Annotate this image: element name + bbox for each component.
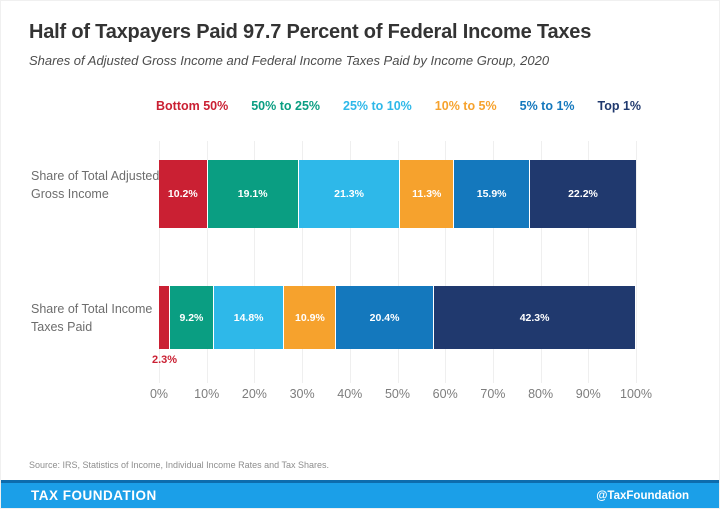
chart-legend: Bottom 50% 50% to 25% 25% to 10% 10% to 5% 5… [156, 99, 641, 113]
bar-segment: 21.3% [298, 160, 401, 228]
gridline [397, 141, 399, 383]
segment-value-label: 19.1% [237, 188, 268, 200]
gridline [540, 141, 542, 383]
gridline [636, 141, 637, 383]
bar-segment: 10.2% [159, 160, 208, 228]
brand-name: TAX FOUNDATION [31, 488, 157, 503]
chart-gridlines [159, 141, 637, 383]
x-axis-tick-label: 0% [149, 387, 169, 401]
segment-value-label: 20.4% [369, 311, 400, 324]
x-axis-tick-label: 30% [289, 387, 315, 401]
gridline [492, 141, 494, 383]
x-axis-tick-label: 40% [337, 387, 363, 401]
gridline [206, 141, 208, 383]
x-axis-tick-label: 50% [384, 387, 411, 401]
bar-row-label-agi: Share of Total Adjusted Gross Income [31, 169, 160, 201]
bar-row-taxes: 2.3% 9.2% 14.8% 10.9% 20.4% 42.3% [152, 286, 636, 366]
bar-segment: 20.4% [336, 286, 434, 349]
segment-value-label: 21.3% [334, 188, 364, 200]
twitter-handle: @TaxFoundation [596, 489, 689, 502]
gridline [302, 141, 304, 383]
bar-segment: 19.1% [207, 160, 299, 228]
segment-value-label: 42.3% [519, 311, 550, 324]
legend-item: 10% to 5% [434, 99, 497, 113]
segment-value-label: 11.3% [412, 188, 442, 200]
bar-segment: 15.9% [454, 160, 531, 228]
x-axis-tick-label: 80% [528, 387, 554, 401]
segment-value-label: 15.9% [476, 188, 507, 200]
footer-bar: TAX FOUNDATION @TaxFoundation [1, 480, 719, 508]
gridline [159, 141, 160, 383]
segment-value-label: 9.2% [179, 311, 204, 324]
gridline [349, 141, 351, 383]
x-axis-tick-label: 100% [620, 387, 652, 401]
legend-item: Bottom 50% [156, 99, 229, 113]
segment-value-label: 2.3% [151, 354, 178, 366]
bar-segment: 14.8% [213, 286, 285, 349]
page-title: Half of Taxpayers Paid 97.7 Percent of F… [29, 21, 592, 43]
x-axis-tick-label: 20% [241, 387, 267, 401]
x-axis-tick-label: 10% [194, 387, 220, 401]
gridline [588, 141, 590, 383]
segment-value-label: 10.2% [167, 188, 198, 200]
segment-value-label: 22.2% [568, 188, 598, 200]
page-subtitle: Shares of Adjusted Gross Income and Fede… [29, 53, 550, 68]
bar-segment: 22.2% [530, 160, 636, 228]
gridline [445, 141, 447, 383]
legend-item: Top 1% [597, 99, 642, 113]
segment-value-label: 10.9% [295, 311, 325, 324]
x-axis-tick-label: 60% [432, 387, 458, 401]
segment-value-label: 14.8% [233, 311, 264, 324]
bar-segment: 11.3% [400, 160, 455, 228]
legend-item: 25% to 10% [343, 99, 412, 113]
bar-row-agi: 10.2% 19.1% 21.3% 11.3% 15.9% 22.2% [159, 160, 636, 228]
x-axis-tick-label: 70% [480, 387, 506, 401]
bar-row-label-taxes: Share of Total Income Taxes Paid [31, 302, 153, 334]
bar-segment: 42.3% [433, 286, 636, 349]
x-axis-tick-label: 90% [575, 387, 601, 401]
x-axis: 0% 10% 20% 30% 40% 50% 60% 70% 80% 90% 100% [150, 387, 652, 403]
gridline [254, 141, 256, 383]
legend-item: 5% to 1% [519, 99, 575, 113]
bar-segment [159, 286, 170, 349]
legend-item: 50% to 25% [251, 99, 321, 113]
bar-segment: 9.2% [169, 286, 214, 349]
source-note: Source: IRS, Statistics of Income, Indiv… [29, 460, 329, 470]
bar-segment: 10.9% [284, 286, 337, 349]
